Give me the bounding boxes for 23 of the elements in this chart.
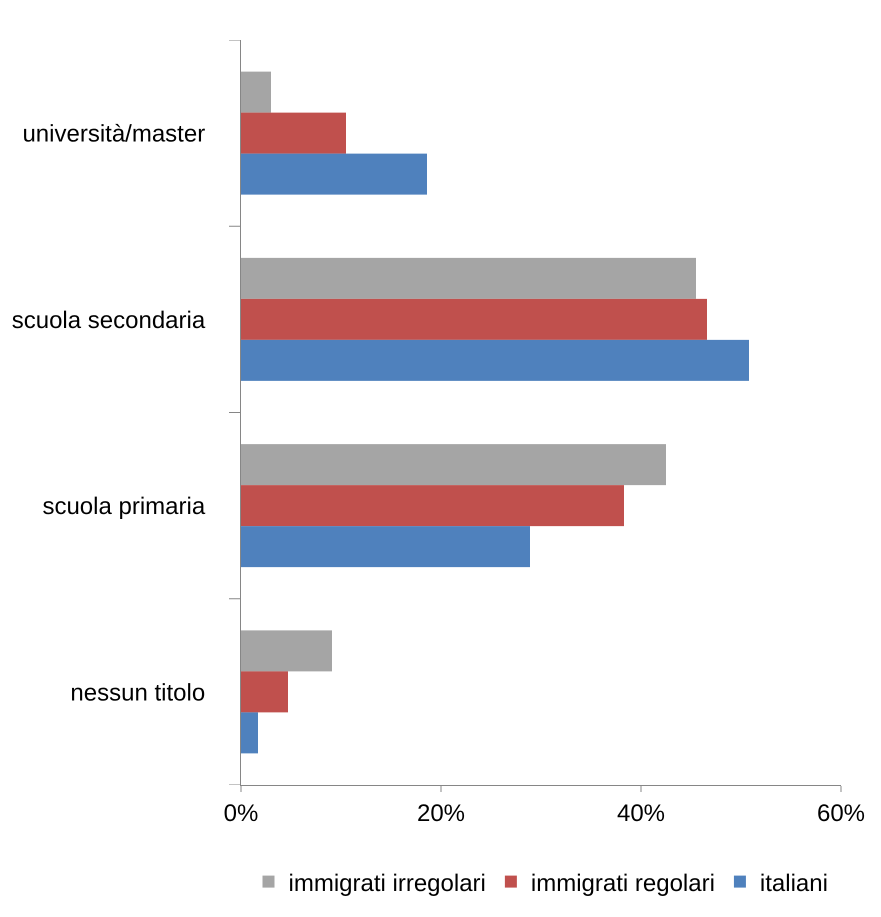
y-tick-label: scuola secondaria bbox=[12, 306, 206, 334]
bar bbox=[241, 340, 749, 381]
x-tick-label: 20% bbox=[416, 800, 466, 827]
legend-label: immigrati regolari bbox=[530, 870, 715, 897]
bar bbox=[241, 630, 332, 672]
y-tick-label: nessun titolo bbox=[70, 679, 206, 706]
bar bbox=[241, 671, 288, 712]
bar bbox=[241, 444, 666, 486]
y-tick-label: scuola primaria bbox=[42, 493, 206, 520]
x-tick-label: 60% bbox=[816, 800, 866, 827]
x-tick-label: 40% bbox=[616, 800, 666, 827]
legend-label: italiani bbox=[760, 870, 828, 897]
bar bbox=[241, 154, 427, 195]
bar bbox=[241, 258, 696, 299]
bar bbox=[241, 298, 707, 340]
y-tick-label: università/master bbox=[22, 120, 206, 148]
x-tick-label: 0% bbox=[224, 800, 258, 827]
bar bbox=[241, 112, 346, 154]
legend-label: immigrati irregolari bbox=[288, 870, 486, 897]
bar bbox=[241, 485, 624, 526]
bar bbox=[241, 72, 271, 113]
bar bbox=[241, 712, 258, 754]
bar bbox=[241, 526, 530, 568]
